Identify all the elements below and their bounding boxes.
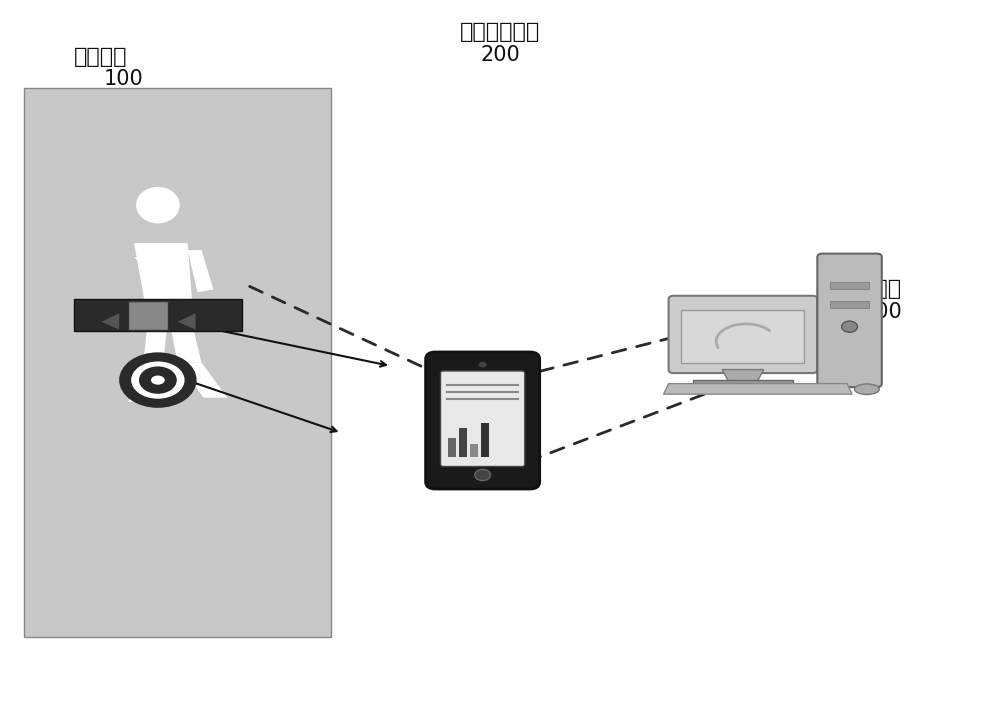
Text: 心电感知模块: 心电感知模块 bbox=[445, 353, 525, 373]
FancyBboxPatch shape bbox=[817, 254, 882, 387]
Polygon shape bbox=[134, 243, 194, 321]
Bar bbox=[693, 380, 793, 387]
FancyBboxPatch shape bbox=[426, 352, 540, 489]
Bar bbox=[24, 88, 331, 636]
Circle shape bbox=[130, 360, 186, 400]
Text: 手持电子设备: 手持电子设备 bbox=[460, 22, 540, 42]
Bar bbox=[459, 429, 467, 457]
Bar bbox=[830, 282, 869, 289]
FancyBboxPatch shape bbox=[669, 296, 817, 373]
Bar bbox=[481, 422, 489, 457]
Polygon shape bbox=[188, 250, 213, 292]
Circle shape bbox=[479, 362, 487, 368]
Text: 300: 300 bbox=[862, 302, 902, 322]
Bar bbox=[74, 299, 242, 331]
Text: 200: 200 bbox=[480, 46, 520, 65]
Polygon shape bbox=[101, 314, 119, 329]
Circle shape bbox=[150, 375, 166, 385]
Bar bbox=[128, 301, 168, 329]
Text: 工作站: 工作站 bbox=[862, 279, 902, 299]
Text: 人体运动感知: 人体运动感知 bbox=[445, 433, 525, 454]
Text: 模块 120: 模块 120 bbox=[447, 456, 523, 476]
Text: 穿戴部件: 穿戴部件 bbox=[74, 47, 127, 67]
Ellipse shape bbox=[855, 384, 879, 395]
Polygon shape bbox=[722, 370, 764, 383]
Text: 100: 100 bbox=[103, 70, 143, 90]
Circle shape bbox=[140, 368, 176, 392]
Bar bbox=[448, 438, 456, 457]
Polygon shape bbox=[134, 257, 188, 295]
Polygon shape bbox=[664, 384, 852, 394]
Text: 110: 110 bbox=[465, 375, 505, 396]
Bar bbox=[830, 301, 869, 308]
FancyBboxPatch shape bbox=[441, 371, 525, 466]
Polygon shape bbox=[128, 374, 162, 402]
Polygon shape bbox=[178, 314, 196, 329]
Bar bbox=[681, 310, 804, 363]
Circle shape bbox=[120, 353, 196, 407]
Circle shape bbox=[475, 469, 491, 481]
Polygon shape bbox=[168, 314, 202, 363]
Ellipse shape bbox=[136, 187, 180, 223]
Circle shape bbox=[842, 321, 857, 332]
Bar bbox=[470, 444, 478, 457]
Polygon shape bbox=[178, 363, 227, 397]
Polygon shape bbox=[142, 321, 168, 374]
